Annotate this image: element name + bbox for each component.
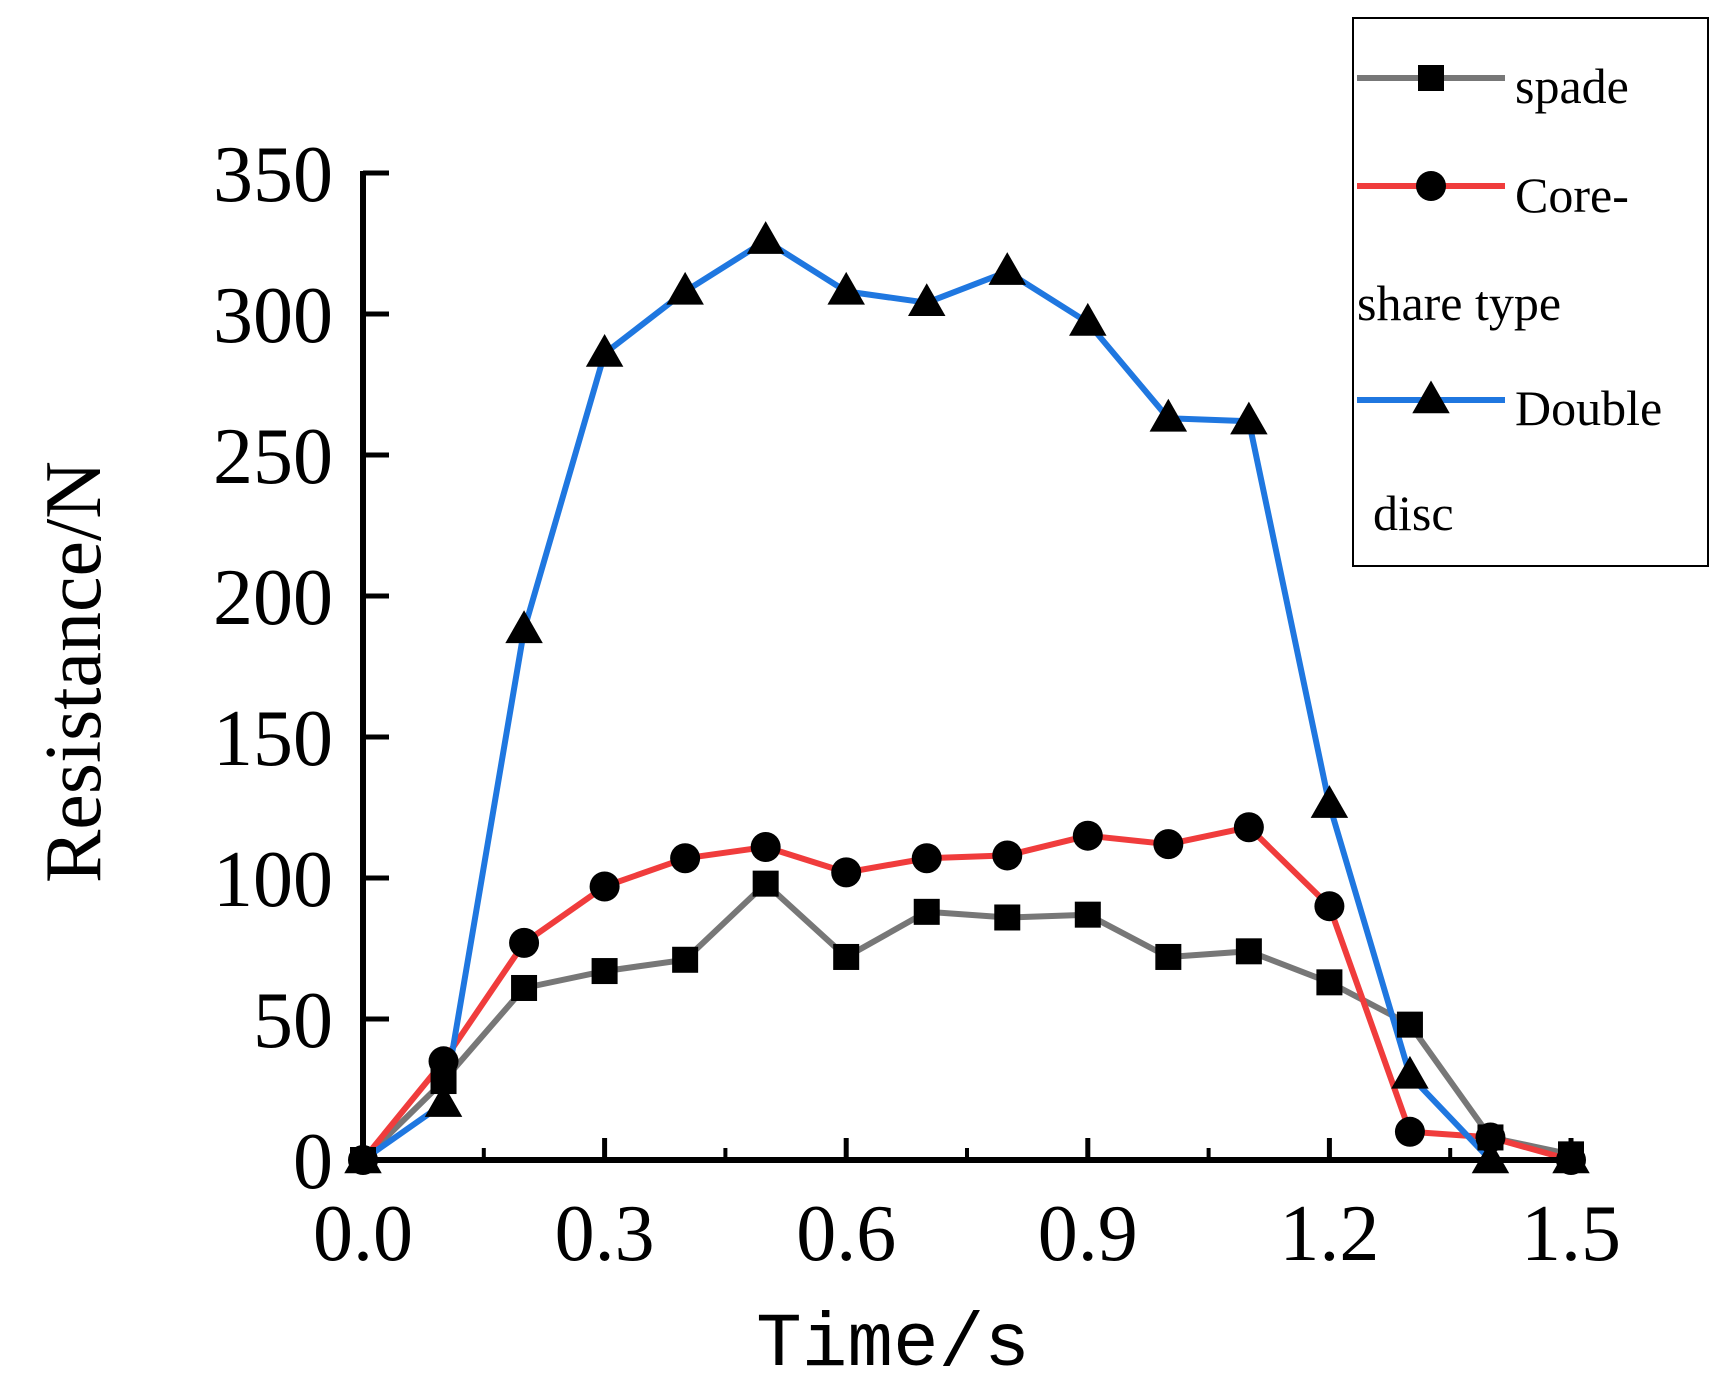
- data-point-core-share-type-14: [1475, 1122, 1506, 1153]
- legend-marker-spade: [1418, 65, 1444, 91]
- y-tick-label-4: 200: [213, 554, 333, 642]
- data-point-core-share-type-9: [1072, 820, 1103, 851]
- data-point-double-disc-2: [505, 610, 543, 644]
- x-tick-label-2: 0.6: [796, 1190, 896, 1278]
- data-point-double-disc-9: [1069, 302, 1107, 336]
- data-point-core-share-type-1: [428, 1046, 459, 1077]
- data-point-spade-4: [672, 946, 699, 973]
- data-point-spade-11: [1235, 938, 1262, 965]
- y-tick-label-2: 100: [213, 836, 333, 924]
- legend-marker-double-disc: [1412, 380, 1450, 414]
- y-tick-label-5: 250: [213, 413, 333, 501]
- data-point-double-disc-11: [1230, 401, 1268, 435]
- x-tick-label-3: 0.9: [1038, 1190, 1138, 1278]
- x-axis-ticks: 0.0 0.3 0.6 0.9 1.2 1.5: [313, 1138, 1621, 1278]
- data-point-double-disc-14: [1471, 1140, 1510, 1174]
- data-point-spade-12: [1316, 969, 1343, 996]
- data-point-core-share-type-7: [911, 843, 942, 874]
- data-point-double-disc-8: [988, 252, 1027, 285]
- series-markers: [344, 221, 1590, 1175]
- data-point-core-share-type-4: [670, 843, 701, 874]
- x-axis-label: Time/s: [756, 1302, 1030, 1386]
- x-tick-label-0: 0.0: [313, 1190, 413, 1278]
- data-point-double-disc-4: [666, 271, 704, 305]
- data-point-spade-2: [511, 974, 538, 1001]
- data-point-core-share-type-13: [1394, 1116, 1425, 1147]
- legend-label-core-share-type-1: share type: [1357, 275, 1561, 331]
- data-point-spade-5: [752, 870, 779, 897]
- y-tick-label-3: 150: [213, 695, 333, 783]
- legend-label-double-disc-0: Double: [1515, 380, 1662, 436]
- legend-label-core-share-type-0: Core-: [1515, 167, 1629, 223]
- data-point-core-share-type-8: [992, 840, 1023, 871]
- data-point-core-share-type-5: [750, 831, 781, 862]
- data-point-spade-3: [591, 958, 618, 985]
- legend-label-spade-0: spade: [1515, 58, 1629, 114]
- data-point-spade-7: [913, 898, 940, 925]
- data-point-double-disc-6: [827, 271, 865, 305]
- data-point-core-share-type-6: [831, 857, 862, 888]
- data-point-core-share-type-10: [1153, 829, 1184, 860]
- data-point-double-disc-13: [1391, 1055, 1429, 1089]
- data-point-core-share-type-12: [1314, 891, 1345, 922]
- data-point-double-disc-12: [1310, 785, 1349, 818]
- legend: spade Core-share type Double disc: [1352, 17, 1709, 567]
- data-point-double-disc-1: [424, 1084, 463, 1117]
- data-point-core-share-type-2: [509, 927, 540, 958]
- x-tick-label-4: 1.2: [1279, 1190, 1379, 1278]
- data-point-double-disc-3: [585, 333, 624, 367]
- series-lines: [360, 237, 1574, 1163]
- data-point-double-disc-5: [746, 221, 785, 254]
- series-line-spade: [360, 880, 1574, 1163]
- y-tick-label-0: 0: [293, 1118, 333, 1206]
- x-tick-label-1: 0.3: [555, 1190, 655, 1278]
- y-tick-label-7: 350: [213, 131, 333, 219]
- data-point-core-share-type-11: [1233, 812, 1264, 843]
- legend-label-double-disc-1: disc: [1373, 485, 1454, 541]
- data-point-double-disc-7: [907, 283, 946, 316]
- data-point-spade-13: [1396, 1011, 1423, 1038]
- x-tick-label-5: 1.5: [1521, 1190, 1621, 1278]
- data-point-spade-8: [994, 904, 1021, 931]
- data-point-spade-10: [1155, 943, 1182, 970]
- series-line-double-disc: [360, 237, 1574, 1163]
- y-axis-ticks: 0 50 100 150 200 250 300 350: [213, 131, 389, 1206]
- y-tick-label-6: 300: [213, 272, 333, 360]
- data-point-spade-9: [1074, 901, 1101, 928]
- series-line-core-share-type: [360, 824, 1574, 1163]
- y-axis-label: Resistance/N: [30, 461, 118, 883]
- data-point-spade-6: [833, 943, 860, 970]
- data-point-core-share-type-3: [589, 871, 620, 902]
- legend-box: [1352, 17, 1709, 567]
- y-tick-label-1: 50: [253, 977, 333, 1065]
- data-point-double-disc-10: [1149, 398, 1188, 432]
- legend-marker-core-share-type: [1416, 171, 1446, 201]
